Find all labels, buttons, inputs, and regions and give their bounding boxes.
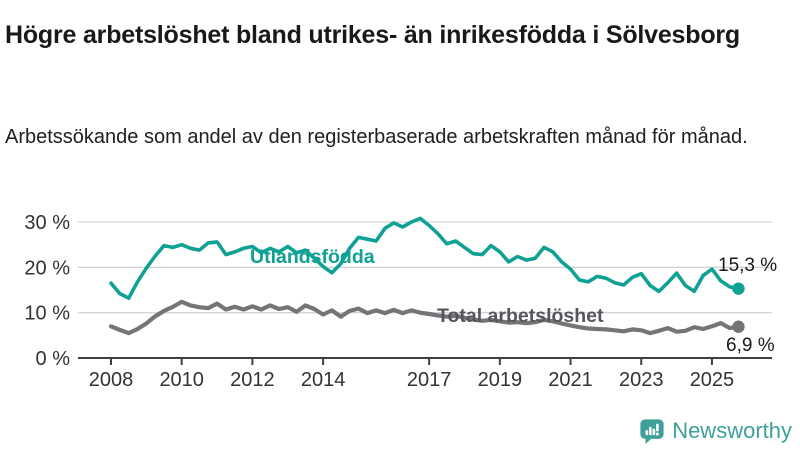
series-end-dot-total	[732, 320, 745, 333]
series-label-utlandsfodda: Utlandsfödda	[250, 246, 375, 268]
x-axis-tick-label: 2017	[407, 369, 452, 391]
x-axis-tick-label: 2014	[301, 369, 346, 391]
x-axis-tick-label: 2010	[159, 369, 204, 391]
y-axis-tick-label: 10 %	[24, 303, 70, 325]
axis-group: 30 % 20 % 10 % 0 % 2008 2010 2012 2014 2017 2019 2…	[24, 212, 734, 391]
newsworthy-logo[interactable]: Newsworthy	[639, 418, 792, 444]
x-axis-tick-label: 2021	[548, 369, 593, 391]
x-axis-tick-label: 2008	[89, 369, 134, 391]
series-line-total	[108, 299, 741, 336]
chart-subtitle: Arbetssökande som andel av den registerb…	[5, 126, 748, 148]
series-group	[108, 216, 745, 336]
page-title: Högre arbetslöshet bland utrikes- än inr…	[5, 20, 740, 49]
x-axis-tick-label: 2019	[478, 369, 523, 391]
series-label-total-arbetsloshet: Total arbetslöshet	[437, 305, 604, 327]
series-end-dot-utlandsfodda	[732, 282, 745, 295]
y-axis-tick-label: 30 %	[24, 212, 70, 234]
newsworthy-logo-icon	[640, 419, 664, 444]
end-value-label-utlandsfodda: 15,3 %	[718, 255, 777, 276]
y-axis-tick-label: 20 %	[24, 257, 70, 279]
x-axis-tick-label: 2023	[619, 369, 664, 391]
brand-name: Newsworthy	[672, 418, 792, 443]
gridlines-group	[78, 221, 772, 359]
y-axis-tick-label: 0 %	[36, 348, 71, 370]
x-axis-tick-label: 2012	[230, 369, 275, 391]
series-line-utlandsfodda	[109, 216, 741, 301]
end-value-label-total: 6,9 %	[726, 335, 775, 356]
x-axis-tick-label: 2025	[690, 369, 735, 391]
